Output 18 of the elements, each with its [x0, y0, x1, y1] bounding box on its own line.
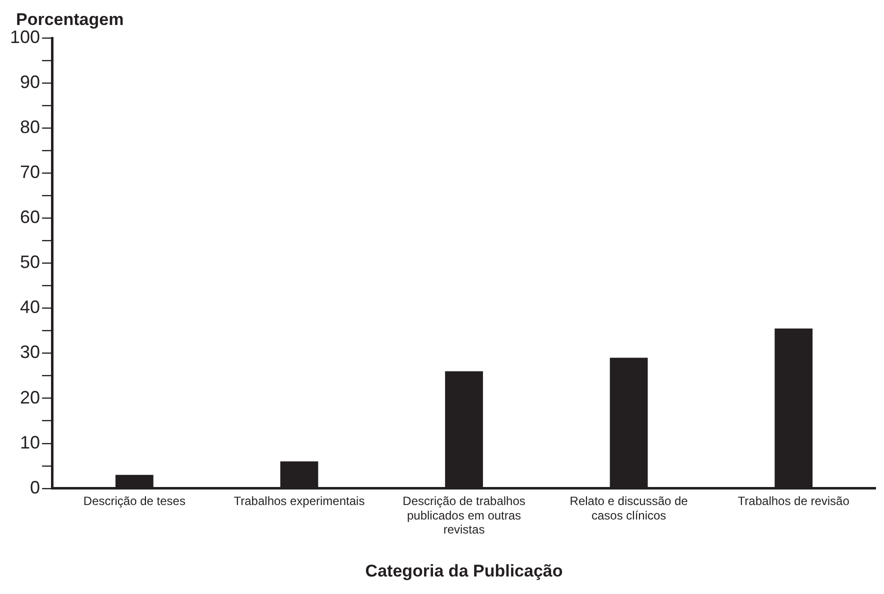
y-tick-label: 10: [20, 432, 40, 452]
x-tick-label: Descrição de trabalhos publicados em outras revistas: [402, 494, 526, 537]
x-tick-label: Trabalhos experimentais: [234, 494, 365, 508]
y-tick-label: 30: [20, 342, 40, 362]
y-tick-label: 0: [30, 477, 40, 498]
x-axis-title: Categoria da Publicação: [365, 561, 563, 580]
x-tick-label: Trabalhos de revisão: [738, 494, 850, 508]
x-tick-label: Relato e discussão de casos clínicos: [570, 494, 688, 522]
y-tick-label: 50: [20, 252, 40, 272]
y-tick-label: 20: [20, 387, 40, 408]
y-tick-label: 40: [20, 297, 40, 318]
y-axis-title: Porcentagem: [16, 10, 124, 30]
y-tick-label: 90: [20, 72, 40, 92]
y-tick-label: 70: [20, 162, 40, 182]
y-tick-label: 60: [20, 207, 40, 228]
x-tick-label: Descrição de teses: [83, 494, 186, 508]
y-tick-label: 100: [10, 26, 40, 47]
y-tick-label: 80: [20, 117, 40, 138]
